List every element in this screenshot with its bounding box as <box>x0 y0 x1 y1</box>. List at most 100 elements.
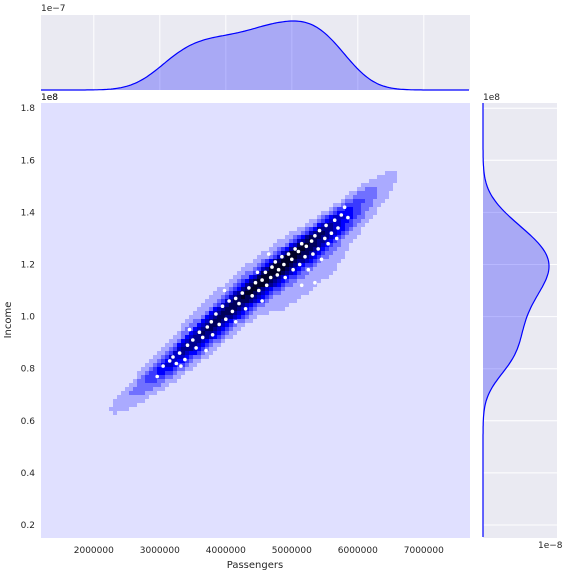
scatter-point <box>177 351 182 355</box>
scatter-point <box>240 291 245 295</box>
scatter-point <box>260 299 264 303</box>
scatter-point <box>204 348 208 353</box>
scatter-point <box>296 249 301 254</box>
scatter-point <box>293 247 297 251</box>
scatter-point <box>222 288 227 293</box>
scatter-point <box>280 254 284 259</box>
scatter-point <box>309 239 314 243</box>
scatter-point <box>167 359 172 363</box>
x-tick-label: 3000000 <box>140 546 180 556</box>
right-marginal-background <box>483 103 557 538</box>
y-tick-label: 1.4 <box>21 208 36 218</box>
scatter-point <box>313 280 317 285</box>
scatter-point <box>311 252 315 256</box>
scatter-point <box>187 327 192 332</box>
scatter-point <box>197 330 202 335</box>
scatter-point <box>217 322 221 327</box>
joint-background <box>41 103 470 538</box>
scatter-point <box>237 301 241 306</box>
scatter-point <box>230 309 235 314</box>
top-marginal-scale-label: 1e8 <box>41 93 58 103</box>
scatter-point <box>233 296 238 301</box>
scatter-point <box>205 325 210 329</box>
y-tick-label: 1.0 <box>21 313 36 323</box>
scatter-point <box>227 299 231 303</box>
scatter-point <box>243 307 248 311</box>
scatter-point <box>194 346 198 350</box>
scatter-point <box>306 267 311 272</box>
scatter-point <box>334 236 339 241</box>
scatter-point <box>183 357 187 362</box>
top-marginal-kde-line <box>41 20 469 91</box>
scatter-point <box>209 320 214 324</box>
scatter-point <box>220 304 225 309</box>
scatter-point <box>316 247 321 251</box>
scatter-point <box>313 234 317 238</box>
right-marginal-kde-line <box>482 103 550 537</box>
scatter-point <box>286 252 291 256</box>
scatter-point <box>174 361 179 366</box>
scatter-point <box>161 364 165 368</box>
x-tick-label: 4000000 <box>206 546 246 556</box>
scatter-point <box>317 228 322 233</box>
scatter-point <box>283 275 288 280</box>
scatter-point <box>336 226 340 230</box>
scatter-point <box>303 254 307 259</box>
y-tick-label: 0.8 <box>21 365 36 375</box>
x-tick-label: 7000000 <box>404 546 444 556</box>
scatter-point <box>266 252 271 256</box>
scatter-point <box>297 262 302 267</box>
y-tick-label: 0.4 <box>21 469 36 479</box>
scatter-point <box>210 333 215 337</box>
top-marginal-offset-label: 1e−7 <box>41 4 66 14</box>
scatter-point <box>290 257 294 262</box>
y-tick-label: 1.8 <box>21 104 36 114</box>
scatter-point <box>263 270 268 275</box>
scatter-point <box>346 215 350 220</box>
scatter-point <box>282 262 286 267</box>
right-marginal-axes: 1e8 1e−8 <box>482 93 563 551</box>
scatter-point <box>329 231 334 235</box>
scatter-point <box>270 265 274 269</box>
right-marginal-kde-fill <box>483 103 549 538</box>
scatter-point <box>200 335 205 340</box>
scatter-point <box>179 364 183 368</box>
x-axis-label: Passengers <box>227 560 283 571</box>
x-tick-label: 5000000 <box>272 546 312 556</box>
scatter-point <box>275 273 280 277</box>
scatter-point <box>332 218 337 222</box>
scatter-point <box>291 267 295 272</box>
scatter-point <box>299 241 304 246</box>
top-marginal-axes: 1e−7 1e8 <box>41 4 470 103</box>
top-marginal-grid <box>93 15 425 90</box>
scatter-point <box>260 278 264 282</box>
scatter-point <box>326 241 330 246</box>
scatter-point <box>324 223 328 228</box>
scatter-point <box>268 275 273 280</box>
y-tick-label: 1.6 <box>21 156 36 166</box>
scatter-point <box>264 283 269 288</box>
scatter-point <box>323 236 327 241</box>
right-marginal-scale-label: 1e8 <box>483 93 500 103</box>
x-axis-ticks: 2000000 3000000 4000000 5000000 6000000 70000… <box>74 546 444 556</box>
x-tick-label: 6000000 <box>338 546 378 556</box>
scatter-point <box>214 312 218 316</box>
scatter-point <box>255 270 260 275</box>
scatter-point <box>276 267 281 272</box>
scatter-point <box>319 257 324 262</box>
right-marginal-offset-label: 1e−8 <box>538 541 563 551</box>
scatter-point <box>304 244 309 249</box>
scatter-point <box>250 294 254 298</box>
scatter-point <box>233 320 238 324</box>
scatter-points <box>155 205 350 379</box>
scatter-point <box>224 317 228 322</box>
y-tick-label: 1.2 <box>21 261 35 271</box>
y-tick-label: 0.2 <box>21 521 35 531</box>
joint-axes: 2000000 3000000 4000000 5000000 6000000 70000… <box>3 93 470 571</box>
scatter-point <box>299 283 304 288</box>
right-marginal-grid <box>483 107 557 526</box>
scatter-point <box>342 205 347 209</box>
y-axis-label: Income <box>3 302 14 339</box>
scatter-point <box>185 343 190 348</box>
